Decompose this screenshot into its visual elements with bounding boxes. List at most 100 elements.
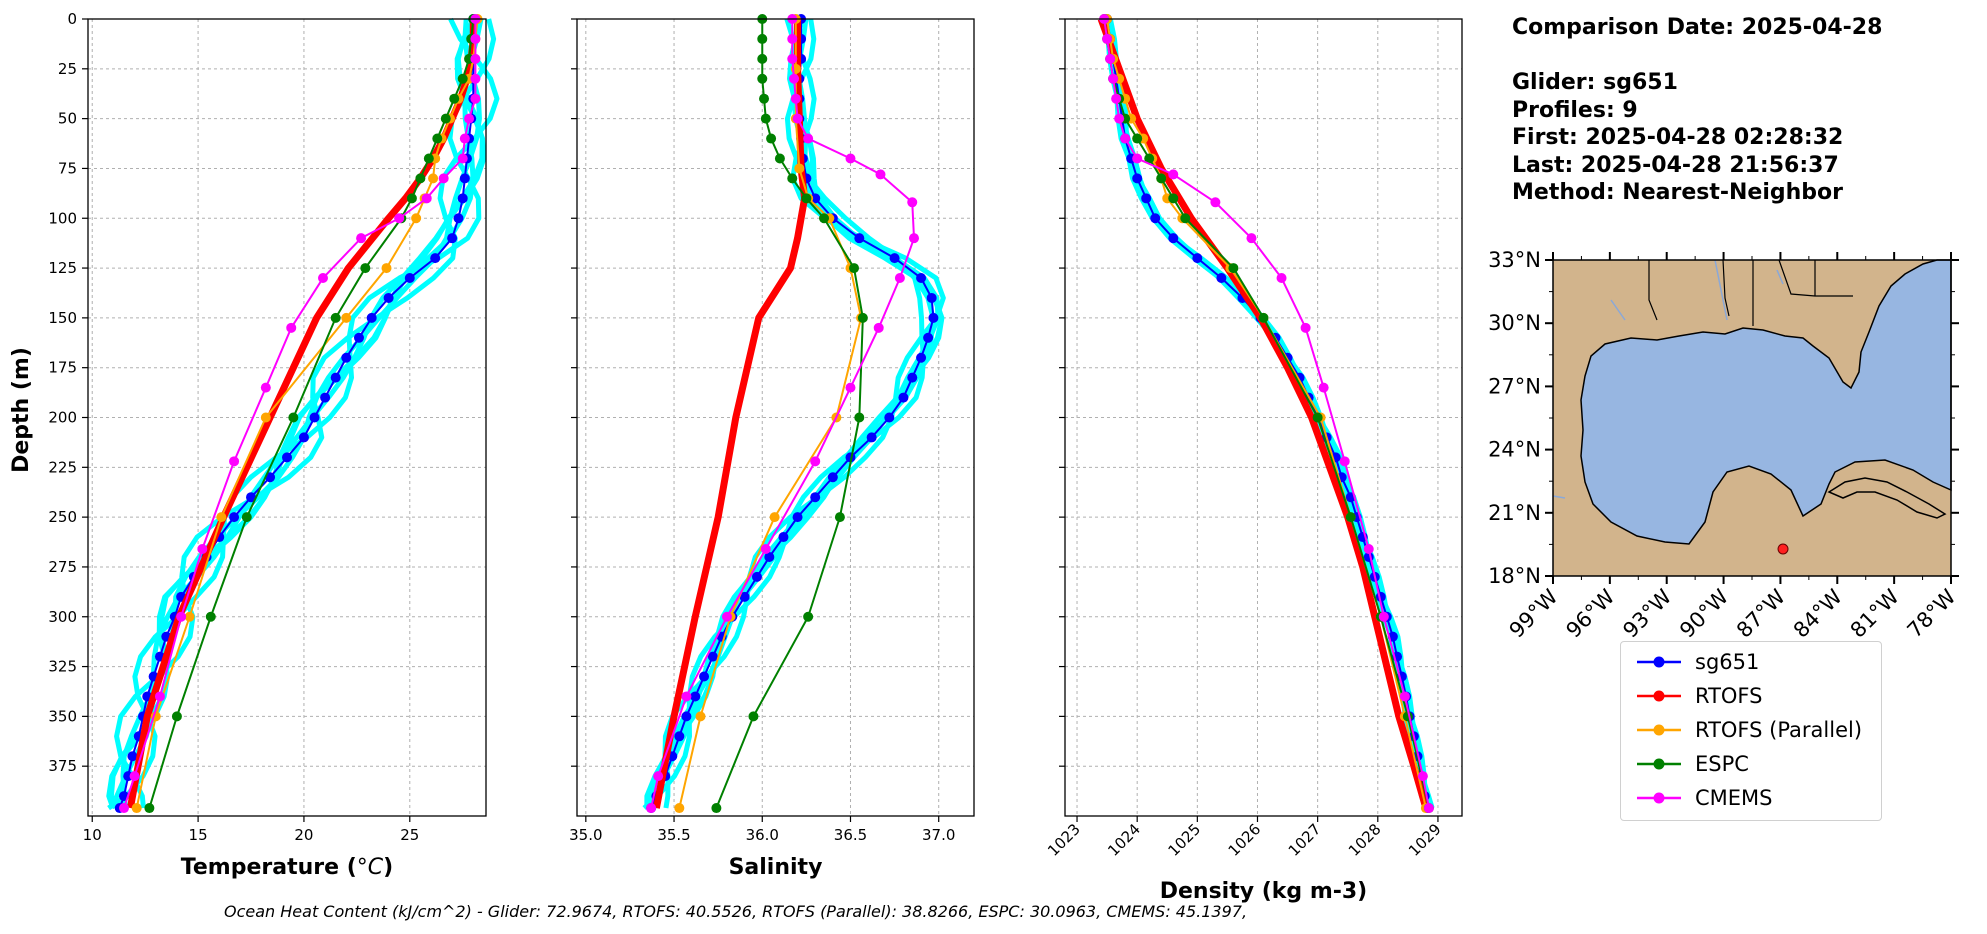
data-point xyxy=(406,193,417,204)
data-point xyxy=(760,544,771,555)
legend-label: sg651 xyxy=(1695,650,1760,674)
data-point xyxy=(646,803,657,814)
x-tick-label: 36.0 xyxy=(746,826,779,844)
x-axis-label: Temperature (°C) xyxy=(181,855,393,880)
data-point xyxy=(674,731,685,742)
data-point xyxy=(827,472,838,483)
y-tick-label: 50 xyxy=(58,110,77,128)
x-tick-label: 1027 xyxy=(1285,820,1325,860)
x-tick-label: 10 xyxy=(83,826,102,844)
data-point xyxy=(769,512,780,523)
series-line-cmems xyxy=(650,19,916,809)
map-rivers xyxy=(1552,259,1784,499)
map-lon-label: 81°W xyxy=(1846,584,1904,642)
data-point xyxy=(909,233,920,244)
data-point xyxy=(320,392,331,403)
map-lon-label: 99°W xyxy=(1505,584,1563,642)
data-point xyxy=(1192,253,1203,264)
glider-profile-line xyxy=(107,18,497,811)
data-point xyxy=(801,193,812,204)
data-point xyxy=(774,153,785,164)
footer-text: Ocean Heat Content (kJ/cm^2) - Glider: 7… xyxy=(224,902,1248,921)
data-point xyxy=(873,322,884,333)
data-point xyxy=(129,771,140,782)
data-point xyxy=(1111,93,1122,104)
legend-item-sg651: sg651 xyxy=(1635,648,1759,676)
data-point xyxy=(1132,173,1143,184)
glider-location-marker xyxy=(1777,543,1789,555)
data-point xyxy=(1114,113,1125,124)
x-axis-label: Density (kg m-3) xyxy=(1160,879,1368,904)
x-tick-label: 1029 xyxy=(1405,820,1445,860)
data-point xyxy=(898,392,909,403)
data-point xyxy=(1102,33,1113,44)
data-point xyxy=(205,611,216,622)
data-point xyxy=(1300,322,1311,333)
data-point xyxy=(366,312,377,323)
data-point xyxy=(778,532,789,543)
series-line-sg- xyxy=(118,19,475,809)
data-point xyxy=(681,711,692,722)
legend-label: ESPC xyxy=(1695,752,1749,776)
data-point xyxy=(415,173,426,184)
legend: sg651 RTOFS RTOFS (Parallel) ESPC CMEMS xyxy=(1620,641,1882,821)
data-point xyxy=(197,544,208,555)
profile-count: Profiles: 9 xyxy=(1512,97,1638,123)
x-tick-label: 35.0 xyxy=(569,826,602,844)
data-point xyxy=(764,551,775,562)
data-point xyxy=(470,33,481,44)
data-point xyxy=(699,671,710,682)
data-point xyxy=(923,332,934,343)
data-point xyxy=(707,651,718,662)
glider-profile-line xyxy=(1103,18,1431,809)
legend-label: RTOFS (Parallel) xyxy=(1695,718,1863,742)
series-line-rtofs-parallel- xyxy=(135,18,479,809)
data-point xyxy=(423,153,434,164)
data-point xyxy=(803,611,814,622)
data-point xyxy=(1399,691,1410,702)
series-line-rtofs xyxy=(652,19,809,809)
data-point xyxy=(739,591,750,602)
data-point xyxy=(457,193,468,204)
data-point xyxy=(819,213,830,224)
state-borders xyxy=(1648,259,1853,326)
data-point xyxy=(884,412,895,423)
y-tick-label: 275 xyxy=(48,558,77,576)
axes-frame xyxy=(87,18,487,817)
data-point xyxy=(1132,133,1143,144)
data-point xyxy=(229,512,240,523)
data-point xyxy=(260,382,271,393)
data-point xyxy=(309,412,320,423)
data-point xyxy=(1312,412,1323,423)
map-lat-label: 24°N xyxy=(1488,438,1541,462)
y-tick-label: 200 xyxy=(48,409,77,427)
data-point xyxy=(760,113,771,124)
first-profile-time: First: 2025-04-28 02:28:32 xyxy=(1512,125,1844,150)
data-point xyxy=(1276,273,1287,284)
data-point xyxy=(1156,173,1167,184)
data-point xyxy=(789,73,800,84)
data-point xyxy=(794,163,805,174)
data-point xyxy=(757,53,768,64)
temperature-panel: 0 25 50 75 100 125 150 175 200 225 250 275 300 325 350… xyxy=(48,10,500,880)
data-point xyxy=(459,173,470,184)
data-point xyxy=(759,93,770,104)
glider-profile-line xyxy=(1104,18,1429,809)
glider-profile-line xyxy=(1107,18,1428,809)
data-point xyxy=(866,432,877,443)
data-point xyxy=(894,273,905,284)
data-point xyxy=(916,352,927,363)
data-point xyxy=(1132,153,1143,164)
data-point xyxy=(1339,456,1350,467)
y-tick-label: 125 xyxy=(48,259,77,277)
data-point xyxy=(404,273,415,284)
data-point xyxy=(792,512,803,523)
data-point xyxy=(330,312,341,323)
glider-name: Glider: sg651 xyxy=(1512,70,1678,95)
y-tick-label: 75 xyxy=(58,159,77,177)
legend-label: CMEMS xyxy=(1695,786,1773,810)
data-point xyxy=(176,611,187,622)
legend-swatch xyxy=(1637,656,1681,668)
data-point xyxy=(1105,53,1116,64)
data-point xyxy=(341,312,352,323)
